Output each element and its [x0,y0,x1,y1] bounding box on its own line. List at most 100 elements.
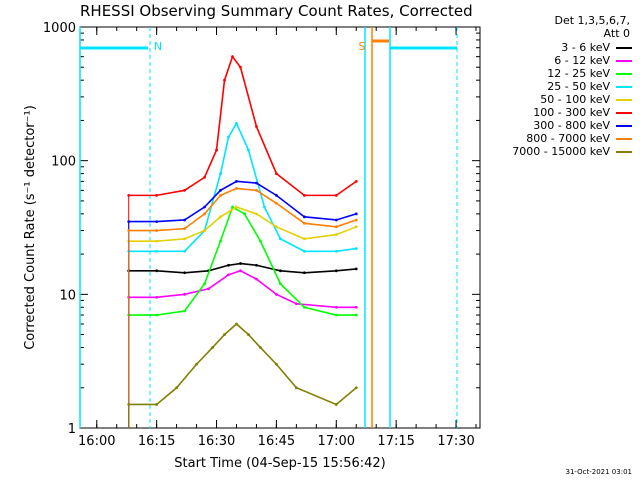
data-point [247,148,250,152]
data-point [354,305,358,309]
data-point [259,346,262,349]
data-point [294,302,298,306]
detector-info-line: Att 0 [603,27,630,40]
data-point [334,225,338,229]
data-point [203,205,206,209]
series-6 [127,179,358,428]
data-point [211,346,214,349]
data-point [334,233,338,236]
legend-label: 25 - 50 keV [547,80,610,93]
data-point [155,193,159,197]
data-point [227,263,230,267]
data-point [223,333,226,336]
data-point [207,287,210,291]
series-line [128,322,357,406]
series-2 [127,205,358,428]
data-point [155,220,159,224]
series-0 [127,262,358,428]
series-line [128,121,357,253]
data-point [255,181,258,185]
data-point [235,179,238,183]
data-point [302,193,306,197]
data-point [155,403,159,406]
data-point [334,313,338,317]
legend-swatch [616,124,632,127]
y-axis-label: Corrected Count Rate (s⁻¹ detector⁻¹) [23,105,38,350]
data-point [354,218,358,222]
legend-item: 800 - 7000 keV [526,132,632,145]
data-point [255,212,258,216]
legend-label: 7000 - 15000 keV [512,145,610,158]
data-point [183,292,186,296]
legend-swatch [616,46,632,49]
data-point [354,267,358,271]
data-point [203,175,206,179]
data-point [203,229,206,232]
data-point [302,221,306,225]
legend-swatch [616,59,632,62]
data-point [155,239,159,243]
data-point [278,282,282,286]
chart-title: RHESSI Observing Summary Count Rates, Co… [80,2,473,20]
y-tick-label: 10 [59,288,76,303]
data-point [275,362,278,366]
annotation-S: S [359,40,366,53]
data-point [354,247,358,250]
data-point [239,262,242,265]
y-tick-label: 1000 [43,21,76,36]
data-point [155,229,159,232]
data-point [219,215,222,219]
data-point [155,269,159,273]
legend-item: 100 - 300 keV [533,106,632,119]
series-line [128,269,357,309]
data-point [302,271,306,275]
legend-item: 6 - 12 keV [554,54,632,67]
x-tick-label: 16:15 [138,434,175,449]
legend-swatch [616,150,632,153]
data-point [215,148,218,152]
y-tick-label: 1 [68,422,76,437]
data-point [183,271,186,275]
data-point [219,193,222,197]
x-tick-label: 17:15 [377,434,414,449]
data-point [255,263,258,267]
legend-item: 50 - 100 keV [540,93,632,106]
data-point [354,225,358,229]
data-point [334,305,338,309]
legend-swatch [616,98,632,101]
x-tick-label: 16:00 [78,434,115,449]
y-tick-label: 100 [51,155,76,170]
x-axis-label: Start Time (04-Sep-15 15:56:42) [174,456,385,471]
x-tick-label: 16:30 [198,434,235,449]
data-point [354,179,358,183]
data-point [255,125,258,128]
legend-swatch [616,137,632,140]
data-point [263,205,266,209]
data-point [302,305,306,309]
data-point [175,386,179,390]
data-point [235,122,238,125]
data-point [183,218,186,222]
data-point [275,201,278,205]
annotation-N: N [154,40,162,53]
data-point [354,212,358,216]
footer-date: 31-Oct-2021 03:01 [565,468,632,476]
data-point [302,249,306,253]
legend-label: 800 - 7000 keV [526,132,610,145]
data-point [278,269,282,273]
series-3 [127,121,358,428]
x-tick-label: 16:45 [258,434,295,449]
detector-info: Det 1,3,5,6,7, Att 0 [554,14,630,40]
data-point [235,322,238,326]
data-point [275,292,278,296]
data-point [334,193,338,197]
detector-info-line: Det 1,3,5,6,7, [554,14,630,27]
data-point [354,313,358,317]
series-line [128,180,357,223]
legend-swatch [616,111,632,114]
x-tick-label: 17:30 [437,434,474,449]
data-point [235,205,238,209]
data-point [219,188,222,192]
data-point [334,403,338,406]
